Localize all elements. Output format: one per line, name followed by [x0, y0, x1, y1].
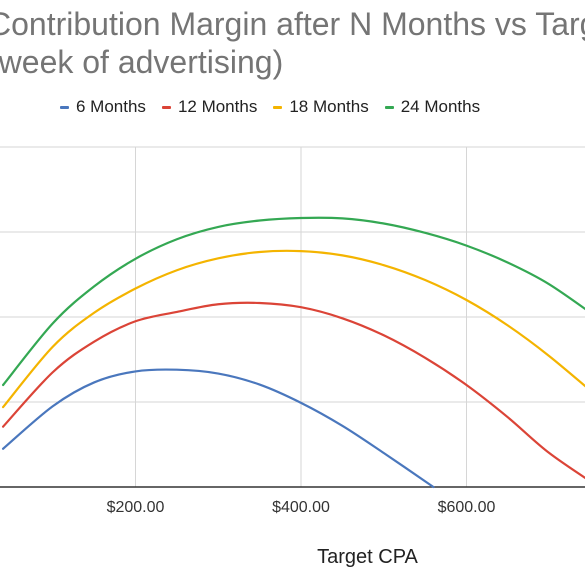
legend-swatch — [273, 105, 283, 109]
legend-swatch — [384, 105, 394, 109]
chart-subtitle: (week of advertising) — [0, 44, 284, 80]
x-tick-label: $400.00 — [272, 499, 330, 516]
series-line-18-months — [2, 249, 585, 409]
chart-title: Contribution Margin after N Months vs Ta… — [0, 6, 585, 42]
legend-item-12-months: 12 Months — [161, 97, 258, 117]
x-axis-label: Target CPA — [317, 546, 418, 568]
legend-item-24-months: 24 Months — [384, 97, 481, 117]
x-tick-label: $200.00 — [107, 499, 165, 516]
legend-label: 24 Months — [400, 97, 481, 116]
legend-label: 18 Months — [289, 97, 369, 116]
legend-item-18-months: 18 Months — [273, 97, 369, 117]
legend-swatch — [161, 105, 171, 109]
legend-item-6-months: 6 Months — [60, 97, 146, 117]
legend-swatch — [60, 105, 69, 109]
series-line-24-months — [2, 216, 585, 387]
legend-label: 12 Months — [177, 97, 258, 116]
x-tick-label: $600.00 — [438, 499, 496, 516]
series-line-12-months — [2, 301, 585, 480]
legend-label: 6 Months — [76, 97, 146, 116]
series-line-6-months — [2, 368, 435, 489]
chart-legend: 6 Months 12 Months 18 Months 24 Months — [60, 96, 480, 118]
